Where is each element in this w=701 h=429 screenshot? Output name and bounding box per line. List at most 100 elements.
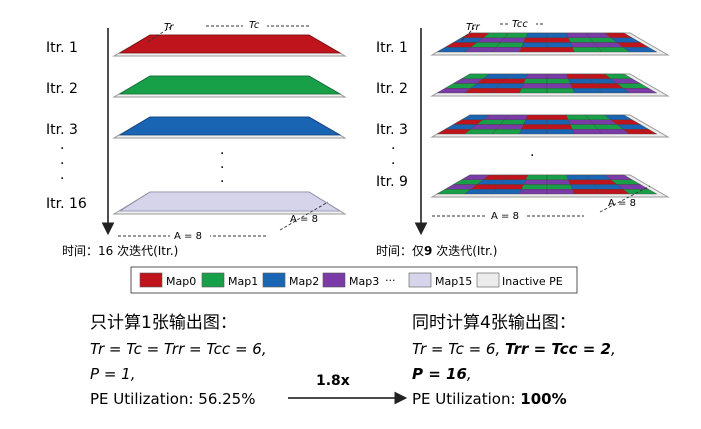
right-layer-cell — [519, 129, 548, 135]
left-mid-dots: · — [220, 160, 224, 176]
left-a-side-dim — [279, 201, 329, 231]
right-iter-label-9: Itr. 9 — [376, 174, 408, 190]
right-trr-dim — [461, 27, 475, 41]
right-layer-cell — [567, 119, 595, 125]
right-layers — [430, 32, 670, 198]
right-layer-cell — [546, 32, 569, 38]
left-layer-2-map1 — [118, 75, 342, 95]
right-trr-label: Trr — [466, 22, 480, 33]
right-layer-cell — [546, 184, 573, 190]
left-time-label: 时间：16 次迭代(Itr.) — [62, 244, 178, 258]
legend-label-map15: Map15 — [435, 275, 472, 288]
right-layer-cell — [567, 78, 595, 84]
right-layer-cell — [495, 124, 524, 130]
left-layer-1-map0 — [118, 34, 342, 54]
right-layer-cell — [519, 47, 548, 53]
right-layer-cell — [572, 189, 603, 195]
legend-swatch-map2 — [262, 272, 286, 288]
legend-label-map0: Map0 — [166, 275, 196, 288]
right-layer-cell — [503, 174, 529, 181]
right-iter-label-3: Itr. 3 — [376, 122, 408, 138]
legend: Map0 Map1 Map2 Map3 ··· Map15 Inactive P… — [130, 266, 578, 294]
right-layer-cell — [546, 129, 575, 135]
legend-swatch-map3 — [322, 272, 346, 288]
bottom-left-line2: P = 1, — [90, 365, 135, 383]
legend-label-map2: Map2 — [289, 275, 319, 288]
right-layer-cell — [570, 124, 599, 130]
left-mid-dots: · — [220, 146, 224, 162]
right-layer-cell — [572, 47, 603, 53]
left-iter-label-2: Itr. 2 — [46, 81, 78, 97]
left-iter-label-3: Itr. 3 — [46, 122, 78, 138]
right-layer-cell — [519, 88, 548, 94]
right-layer-cell — [495, 184, 524, 190]
right-layer-cell — [567, 37, 595, 43]
right-layer-cell — [523, 119, 548, 125]
right-layer-cell — [525, 174, 548, 181]
right-layer-cell — [491, 47, 522, 53]
right-layer-cell — [491, 189, 522, 195]
legend-swatch-inactive — [476, 272, 500, 288]
right-layer-cell — [546, 37, 571, 43]
right-layer-cell — [622, 129, 658, 135]
right-layer-cell — [546, 119, 571, 125]
right-layer-cell — [546, 47, 575, 53]
bottom-right-text: 同时计算4张输出图： Tr = Tc = 6, Trr = Tcc = 2, P… — [412, 313, 616, 408]
left-vdots: · — [60, 171, 64, 187]
right-mid-dots: · — [530, 148, 534, 164]
right-layer-cell — [521, 184, 548, 190]
bottom-right-line2: P = 16, — [412, 365, 472, 383]
right-layer-cell — [499, 119, 527, 125]
right-layer-cell — [570, 83, 599, 89]
legend-label-map1: Map1 — [228, 275, 258, 288]
left-mid-dots: · — [220, 174, 224, 190]
right-layer-cell — [523, 78, 548, 84]
bottom-left-line3: PE Utilization: 56.25% — [90, 390, 255, 408]
right-layer-cell — [572, 88, 603, 94]
right-layer-cell — [521, 42, 548, 48]
right-layer-cell — [523, 179, 548, 185]
right-time-label: 时间：仅9 次迭代(Itr.) — [376, 244, 497, 258]
right-layer-cell — [546, 83, 573, 89]
right-a-label: A = 8 — [491, 211, 519, 222]
right-layer-cell — [491, 88, 522, 94]
right-layer-cell — [525, 114, 548, 121]
left-tr-label: Tr — [164, 22, 174, 33]
right-layer-cell — [525, 32, 548, 38]
right-layer-cell — [521, 124, 548, 130]
right-layer-cell — [495, 42, 524, 48]
right-layer-cell — [546, 189, 575, 195]
left-iter-label-16: Itr. 16 — [46, 196, 87, 212]
left-tc-label: Tc — [249, 20, 260, 31]
right-layer-cell — [546, 114, 569, 121]
right-layer-cell — [503, 73, 529, 80]
legend-label-map3: Map3 — [349, 275, 379, 288]
right-layer-cell — [622, 189, 658, 195]
bottom-left-heading: 只计算1张输出图： — [90, 313, 237, 333]
right-layer-cell — [499, 179, 527, 185]
bottom-right-line1: Tr = Tc = 6, Trr = Tcc = 2, — [412, 340, 616, 358]
right-layer-cell — [495, 83, 524, 89]
right-a-side-dim — [599, 185, 651, 213]
bottom-left-text: 只计算1张输出图： Tr = Tc = Trr = Tcc = 6, P = 1… — [90, 313, 267, 408]
legend-swatch-map1 — [201, 272, 225, 288]
legend-swatch-map0 — [139, 272, 163, 288]
right-layer-cell — [546, 73, 569, 80]
right-layer-cell — [622, 47, 658, 53]
right-layer-cell — [570, 42, 599, 48]
left-vdots: · — [60, 141, 64, 157]
right-layer-cell — [572, 129, 603, 135]
right-layer-cell — [546, 88, 575, 94]
right-layer-cell — [519, 189, 548, 195]
left-vdots: · — [60, 156, 64, 172]
right-iter-label-1: Itr. 1 — [376, 40, 408, 56]
right-layer-cell — [499, 37, 527, 43]
left-iter-label-1: Itr. 1 — [46, 40, 78, 56]
right-layer-cell — [546, 174, 569, 181]
right-layer-cell — [546, 78, 571, 84]
right-layer-cell — [546, 124, 573, 130]
right-vdots: · — [391, 141, 395, 157]
left-layer-16-map15 — [118, 191, 342, 212]
right-layer-cell — [622, 88, 658, 94]
legend-swatch-map15 — [408, 272, 432, 288]
